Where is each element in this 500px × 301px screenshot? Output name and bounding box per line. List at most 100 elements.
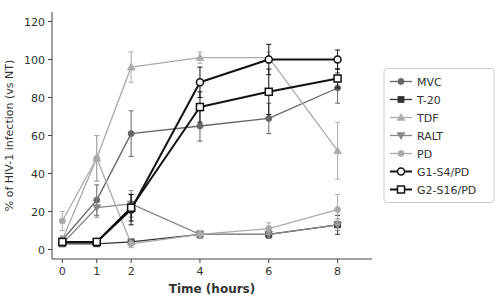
error-bar bbox=[197, 231, 202, 239]
legend-label: MVC bbox=[417, 76, 442, 89]
error-bar-cap bbox=[335, 230, 340, 231]
y-tick-label: 0 bbox=[38, 244, 45, 257]
legend-label: RALT bbox=[417, 130, 443, 143]
data-point bbox=[128, 241, 134, 247]
y-tick-label: 20 bbox=[31, 206, 45, 219]
data-point bbox=[93, 155, 101, 162]
error-bar bbox=[129, 240, 134, 248]
error-bar bbox=[60, 212, 65, 231]
error-bar-cap bbox=[266, 234, 271, 235]
y-tick-label: 100 bbox=[24, 54, 45, 67]
data-point bbox=[93, 238, 100, 245]
legend-swatch bbox=[390, 114, 412, 121]
legend-marker bbox=[398, 97, 404, 103]
error-bar bbox=[335, 50, 340, 69]
error-bar bbox=[335, 73, 340, 103]
data-point bbox=[265, 88, 272, 95]
data-point bbox=[334, 75, 341, 82]
legend-swatch bbox=[390, 186, 412, 193]
x-tick bbox=[337, 259, 338, 263]
series-line bbox=[62, 60, 337, 242]
error-bar-cap bbox=[197, 230, 202, 231]
legend-marker bbox=[397, 114, 405, 121]
error-bar-cap bbox=[129, 156, 134, 157]
series-group bbox=[59, 191, 342, 248]
error-bar-cap bbox=[60, 211, 65, 212]
x-tick-label: 4 bbox=[196, 265, 203, 278]
error-bar-cap bbox=[129, 194, 134, 195]
legend-label: T-20 bbox=[416, 94, 441, 107]
data-point bbox=[59, 218, 65, 224]
data-point bbox=[93, 238, 100, 245]
error-bar-cap bbox=[197, 51, 202, 52]
error-bar-cap bbox=[94, 135, 99, 136]
x-tick bbox=[268, 259, 269, 263]
series-group bbox=[59, 136, 340, 248]
data-point bbox=[128, 204, 135, 211]
legend-marker bbox=[397, 133, 405, 140]
data-point bbox=[196, 104, 203, 111]
error-bar-cap bbox=[266, 114, 271, 115]
legend-label: G2-S16/PD bbox=[417, 184, 476, 197]
error-bar-cap bbox=[335, 234, 340, 235]
legend-swatch bbox=[390, 133, 412, 140]
y-tick-label: 80 bbox=[31, 92, 45, 105]
series-line bbox=[62, 58, 337, 240]
error-bar-cap bbox=[94, 198, 99, 199]
error-bar-cap bbox=[335, 103, 340, 104]
error-bar bbox=[129, 111, 134, 157]
x-tick bbox=[131, 259, 132, 263]
series-line bbox=[62, 88, 337, 240]
error-bar-cap bbox=[94, 217, 99, 218]
error-bar bbox=[94, 136, 99, 182]
series-line bbox=[62, 204, 337, 244]
legend-label: PD bbox=[417, 148, 432, 161]
error-bar-cap bbox=[129, 224, 134, 225]
data-point bbox=[265, 56, 272, 63]
y-tick-label: 60 bbox=[31, 130, 45, 143]
error-bar-cap bbox=[197, 63, 202, 64]
marks bbox=[59, 44, 342, 247]
error-bar bbox=[129, 194, 134, 221]
y-tick bbox=[48, 135, 52, 136]
legend-swatch bbox=[390, 79, 412, 85]
error-bar-cap bbox=[335, 179, 340, 180]
x-tick bbox=[62, 259, 63, 263]
error-bar-cap bbox=[266, 44, 271, 45]
error-bar-cap bbox=[129, 247, 134, 248]
x-axis-line bbox=[52, 259, 372, 260]
series-group bbox=[59, 52, 342, 244]
chart-svg: 012468020406080100120Time (hours)% of HI… bbox=[0, 0, 500, 301]
error-bar-cap bbox=[335, 194, 340, 195]
x-tick-label: 6 bbox=[265, 265, 272, 278]
error-bar bbox=[197, 92, 202, 122]
y-tick bbox=[48, 249, 52, 250]
legend-marker bbox=[398, 151, 404, 157]
x-tick-label: 8 bbox=[334, 265, 341, 278]
error-bar-cap bbox=[94, 184, 99, 185]
x-tick-label: 1 bbox=[93, 265, 100, 278]
data-point bbox=[196, 231, 204, 238]
y-tick-label: 40 bbox=[31, 168, 45, 181]
y-tick bbox=[48, 97, 52, 98]
data-point bbox=[94, 155, 100, 161]
data-point bbox=[266, 115, 272, 121]
data-point bbox=[93, 205, 101, 212]
data-point bbox=[266, 226, 272, 232]
legend-label: TDF bbox=[416, 112, 439, 125]
error-bar-cap bbox=[197, 122, 202, 123]
error-bar-cap bbox=[335, 69, 340, 70]
data-point bbox=[196, 79, 203, 86]
x-tick bbox=[96, 259, 97, 263]
data-point bbox=[334, 147, 342, 154]
error-bar bbox=[94, 136, 99, 182]
series-group bbox=[59, 69, 341, 245]
y-tick-label: 120 bbox=[24, 16, 45, 29]
error-bar-cap bbox=[60, 230, 65, 231]
data-point bbox=[334, 56, 341, 63]
error-bar-cap bbox=[129, 51, 134, 52]
error-bar-cap bbox=[266, 222, 271, 223]
error-bar-cap bbox=[197, 238, 202, 239]
legend-marker bbox=[398, 168, 405, 175]
error-bar-cap bbox=[94, 181, 99, 182]
